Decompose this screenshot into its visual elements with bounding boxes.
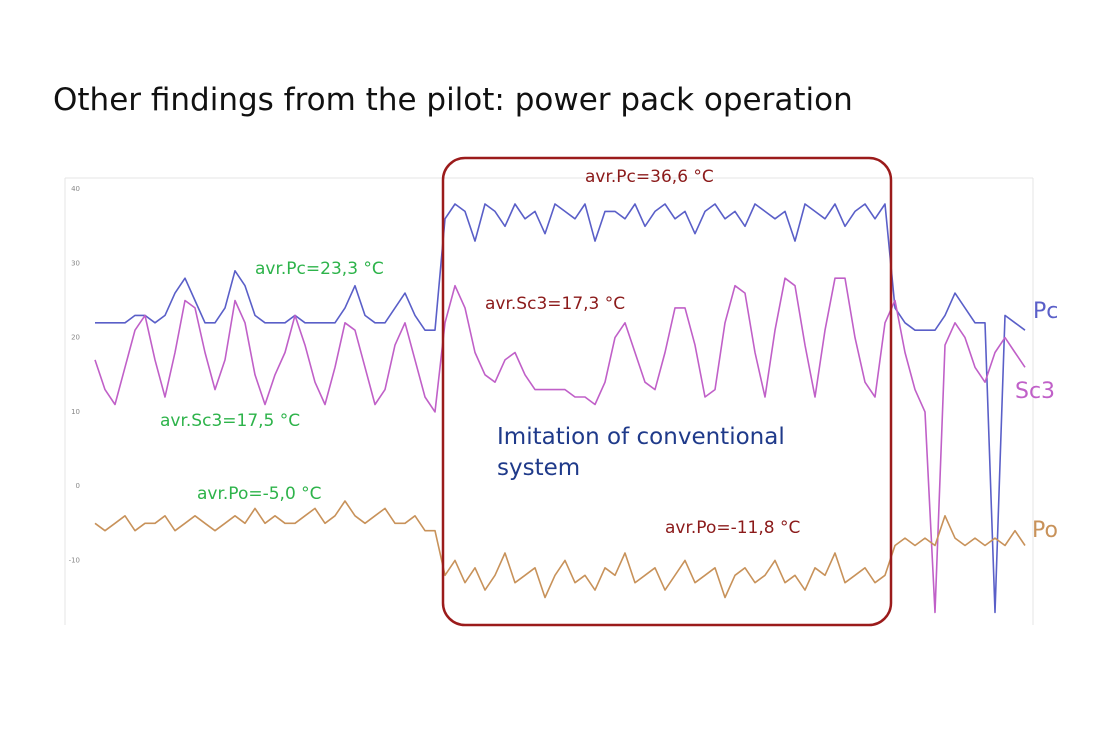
y-tick-label: 30 [71, 259, 80, 267]
y-tick-label: 10 [71, 408, 80, 416]
annotation: avr.Po=-11,8 °C [665, 518, 800, 538]
annotation: avr.Sc3=17,5 °C [160, 411, 300, 431]
annotation: avr.Sc3=17,3 °C [485, 294, 625, 314]
slide-title: Other findings from the pilot: power pac… [53, 82, 853, 118]
y-tick-label: 20 [71, 334, 80, 342]
series-line [94, 277, 1026, 614]
series-line [94, 500, 1026, 599]
series-label: Po [1032, 518, 1058, 543]
annotation: avr.Pc=23,3 °C [255, 259, 384, 279]
y-tick-label: -10 [69, 556, 80, 564]
y-tick-label: 40 [71, 185, 80, 193]
series-label: Pc [1033, 299, 1058, 324]
annotation: avr.Po=-5,0 °C [197, 484, 322, 504]
highlight-box [441, 156, 893, 627]
series-line [95, 203, 1026, 614]
series-label: Sc3 [1015, 379, 1055, 404]
annotation: avr.Pc=36,6 °C [585, 167, 714, 187]
y-tick-label: 0 [76, 482, 80, 490]
callout: Imitation of conventional system [497, 424, 785, 481]
